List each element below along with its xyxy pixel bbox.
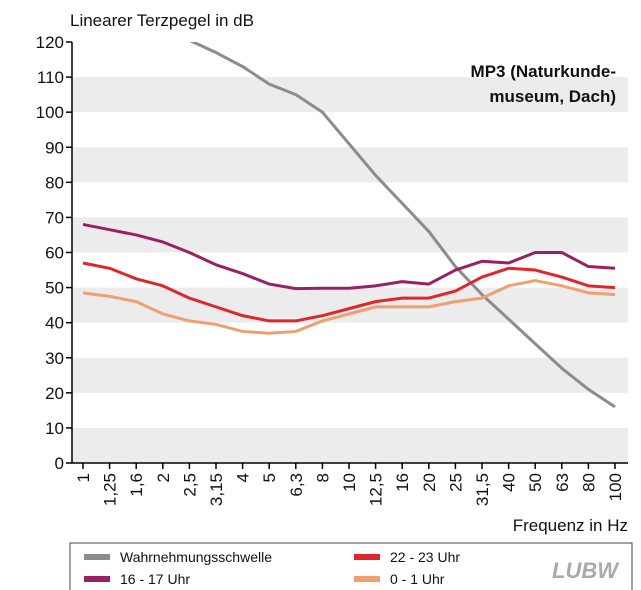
- legend-swatch: [84, 576, 110, 582]
- x-tick-label: 2: [154, 473, 173, 482]
- legend-label: 16 - 17 Uhr: [120, 571, 190, 587]
- x-tick-label: 25: [446, 473, 465, 492]
- bands: [72, 77, 628, 463]
- y-tick-label: 120: [36, 33, 64, 52]
- x-tick-label: 3,15: [207, 473, 226, 506]
- x-tick-label: 80: [579, 473, 598, 492]
- x-tick-label: 2,5: [180, 473, 199, 497]
- x-tick-label: 1,25: [101, 473, 120, 506]
- x-tick-label: 10: [340, 473, 359, 492]
- lines: [82, 42, 616, 409]
- legend-box: [69, 542, 633, 590]
- chart-title: Linearer Terzpegel in dB: [70, 11, 254, 30]
- legend-swatch: [354, 576, 380, 582]
- x-tick-label: 4: [234, 473, 253, 482]
- x-tick-label: 5: [260, 473, 279, 482]
- x-tick-label: 31,5: [473, 473, 492, 506]
- series-line: [82, 261, 616, 323]
- legend-label: 0 - 1 Uhr: [390, 571, 445, 587]
- y-tick-label: 90: [45, 138, 64, 157]
- logo: LUBW: [552, 558, 620, 583]
- grid-band: [72, 357, 628, 393]
- x-tick-label: 20: [420, 473, 439, 492]
- x-tick-label: 50: [526, 473, 545, 492]
- y-tick-label: 30: [45, 349, 64, 368]
- x-tick-label: 100: [606, 473, 625, 501]
- x-axis-label: Frequenz in Hz: [513, 516, 628, 535]
- legend-label: 22 - 23 Uhr: [390, 549, 460, 565]
- grid-band: [72, 77, 628, 113]
- series-line: [82, 279, 616, 335]
- y-tick-label: 70: [45, 208, 64, 227]
- x-tick-label: 6,3: [287, 473, 306, 497]
- x-tick-label: 1: [74, 473, 93, 482]
- x-tick-label: 16: [393, 473, 412, 492]
- y-tick-label: 80: [45, 173, 64, 192]
- legend-swatch: [84, 554, 110, 560]
- annotation: museum, Dach): [489, 87, 616, 106]
- x-tick-label: 12,5: [367, 473, 386, 506]
- y-tick-label: 110: [37, 68, 64, 87]
- grid-band: [72, 287, 628, 323]
- legend-label: Wahrnehmungsschwelle: [120, 549, 272, 565]
- x-tick-label: 40: [500, 473, 519, 492]
- series-line: [82, 222, 616, 291]
- grid-band: [72, 147, 628, 183]
- y-tick-label: 10: [45, 419, 64, 438]
- legend-swatch: [354, 554, 380, 560]
- y-tick-label: 100: [36, 103, 64, 122]
- y-tick-label: 40: [45, 314, 64, 333]
- series-line: [189, 42, 616, 409]
- y-tick-label: 20: [45, 384, 64, 403]
- x-tick-label: 63: [553, 473, 572, 492]
- annotation: MP3 (Naturkunde-: [471, 62, 616, 81]
- x-tick-label: 1,6: [127, 473, 146, 497]
- y-tick-label: 0: [55, 454, 64, 473]
- y-tick-label: 50: [45, 279, 64, 298]
- grid-band: [72, 217, 628, 253]
- y-tick-label: 60: [45, 244, 64, 263]
- x-tick-label: 8: [313, 473, 332, 482]
- grid-band: [72, 427, 628, 463]
